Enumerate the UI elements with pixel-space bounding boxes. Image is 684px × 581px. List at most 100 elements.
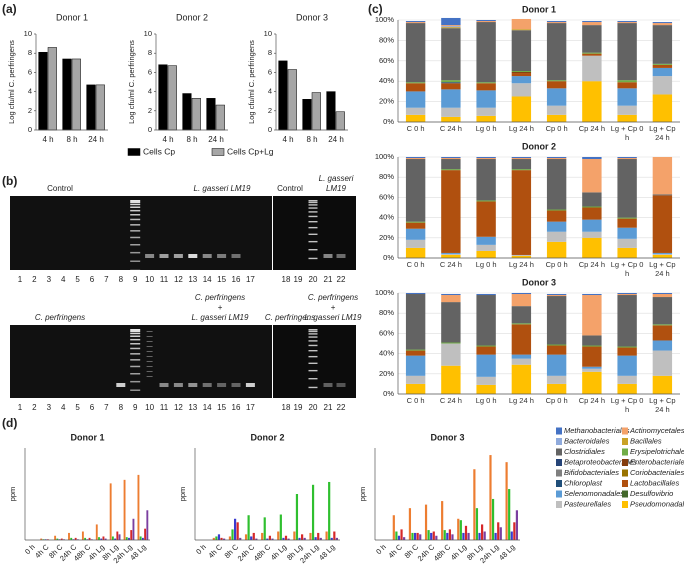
bar-segment	[546, 157, 567, 159]
gel-band	[146, 371, 153, 372]
gel-band	[308, 333, 318, 335]
bar-segment	[441, 170, 461, 253]
bar	[68, 532, 70, 540]
bar-segment	[617, 105, 637, 115]
x-tick-label: 48h C	[432, 542, 453, 563]
gel-band	[308, 201, 318, 204]
gel-band	[130, 389, 141, 391]
bar-segment	[476, 346, 496, 355]
x-tick-label: 24h C	[236, 542, 257, 563]
bar-segment	[476, 115, 496, 122]
bar	[102, 536, 105, 540]
x-tick-label-box: Lg 24 h	[509, 260, 534, 269]
gel-band	[308, 362, 318, 364]
y-tick-label: 60%	[379, 192, 394, 201]
bar-segment	[511, 354, 532, 359]
bar-segment	[652, 350, 673, 376]
gel-band	[130, 329, 141, 331]
lane-number: 9	[133, 275, 138, 284]
bar-segment	[476, 345, 496, 347]
bar	[419, 534, 422, 540]
bar-segment	[476, 22, 496, 83]
bar-segment	[441, 26, 461, 28]
lane-number: 1	[18, 275, 23, 284]
gel-band	[308, 329, 318, 331]
x-tick-label-box: Lg 0 h	[476, 124, 497, 133]
bar-segment	[511, 255, 532, 258]
bar	[40, 538, 43, 540]
bar	[303, 537, 306, 540]
gel-band	[130, 201, 141, 204]
bar	[244, 534, 248, 540]
bar	[62, 58, 72, 131]
bar	[111, 536, 114, 540]
lane-number: 2	[32, 275, 37, 284]
y-tick-label: 10	[24, 29, 32, 38]
bar	[499, 527, 502, 540]
bar-segment	[582, 368, 602, 372]
bar	[298, 537, 301, 540]
legend-swatch	[556, 480, 562, 487]
gel-band	[130, 373, 141, 375]
gel-band	[130, 244, 141, 246]
legend-swatch	[556, 427, 562, 435]
x-tick-label: 24 h	[208, 135, 224, 144]
bar	[261, 532, 264, 540]
gel-band	[308, 386, 318, 389]
x-tick-label: 48 Lg	[497, 542, 517, 562]
bar-segment	[546, 294, 567, 296]
bar	[84, 537, 87, 540]
bar-segment	[441, 252, 461, 254]
lane-number: 3	[47, 403, 52, 412]
bar	[266, 538, 269, 540]
bar	[478, 532, 481, 540]
lane-number: 6	[90, 275, 95, 284]
bar-segment	[617, 247, 637, 258]
bar-segment	[582, 295, 602, 336]
lane-number: 8	[119, 275, 124, 284]
y-tick-label: 4	[148, 87, 152, 96]
gel-label: L. gasseri LM19	[194, 184, 251, 193]
bar-segment	[441, 27, 461, 29]
bar-segment	[652, 324, 673, 326]
y-tick-label: 100%	[375, 288, 395, 297]
lane-number: 19	[294, 275, 303, 284]
lane-number: 21	[324, 275, 333, 284]
bar-segment	[617, 159, 637, 218]
x-tick-label: C 0 h	[406, 396, 425, 405]
lane-number: 5	[75, 403, 80, 412]
lane-number: 12	[174, 275, 183, 284]
bar-segment	[652, 294, 673, 298]
bar-segment	[582, 206, 602, 208]
bar	[494, 532, 497, 540]
chart-title: Donor 3	[296, 12, 328, 22]
gel-band	[202, 383, 212, 387]
gel-band	[146, 336, 153, 337]
gel-band	[146, 351, 153, 352]
bar	[411, 532, 414, 540]
bar-segment	[652, 254, 673, 258]
lane-number: 4	[61, 403, 66, 412]
gel-band	[217, 254, 227, 258]
bar-segment	[511, 254, 532, 256]
gel-band	[130, 343, 141, 345]
gel-band	[308, 378, 318, 380]
bar-segment	[582, 237, 602, 258]
lane-number: 20	[309, 275, 318, 284]
bar	[38, 51, 48, 131]
lane-number: 18	[282, 403, 291, 412]
bar-segment	[476, 159, 496, 201]
legend-label: Bacteroidales	[564, 436, 610, 445]
bar-segment	[582, 159, 602, 193]
lane-number: 17	[246, 403, 255, 412]
gel-band	[159, 254, 169, 258]
legend-swatch	[622, 490, 628, 498]
legend-swatch	[127, 148, 141, 156]
bar-segment	[441, 116, 461, 122]
y-tick-label: 8	[268, 48, 272, 57]
bar	[515, 510, 519, 540]
gel-band	[245, 383, 255, 387]
bar	[277, 531, 280, 540]
